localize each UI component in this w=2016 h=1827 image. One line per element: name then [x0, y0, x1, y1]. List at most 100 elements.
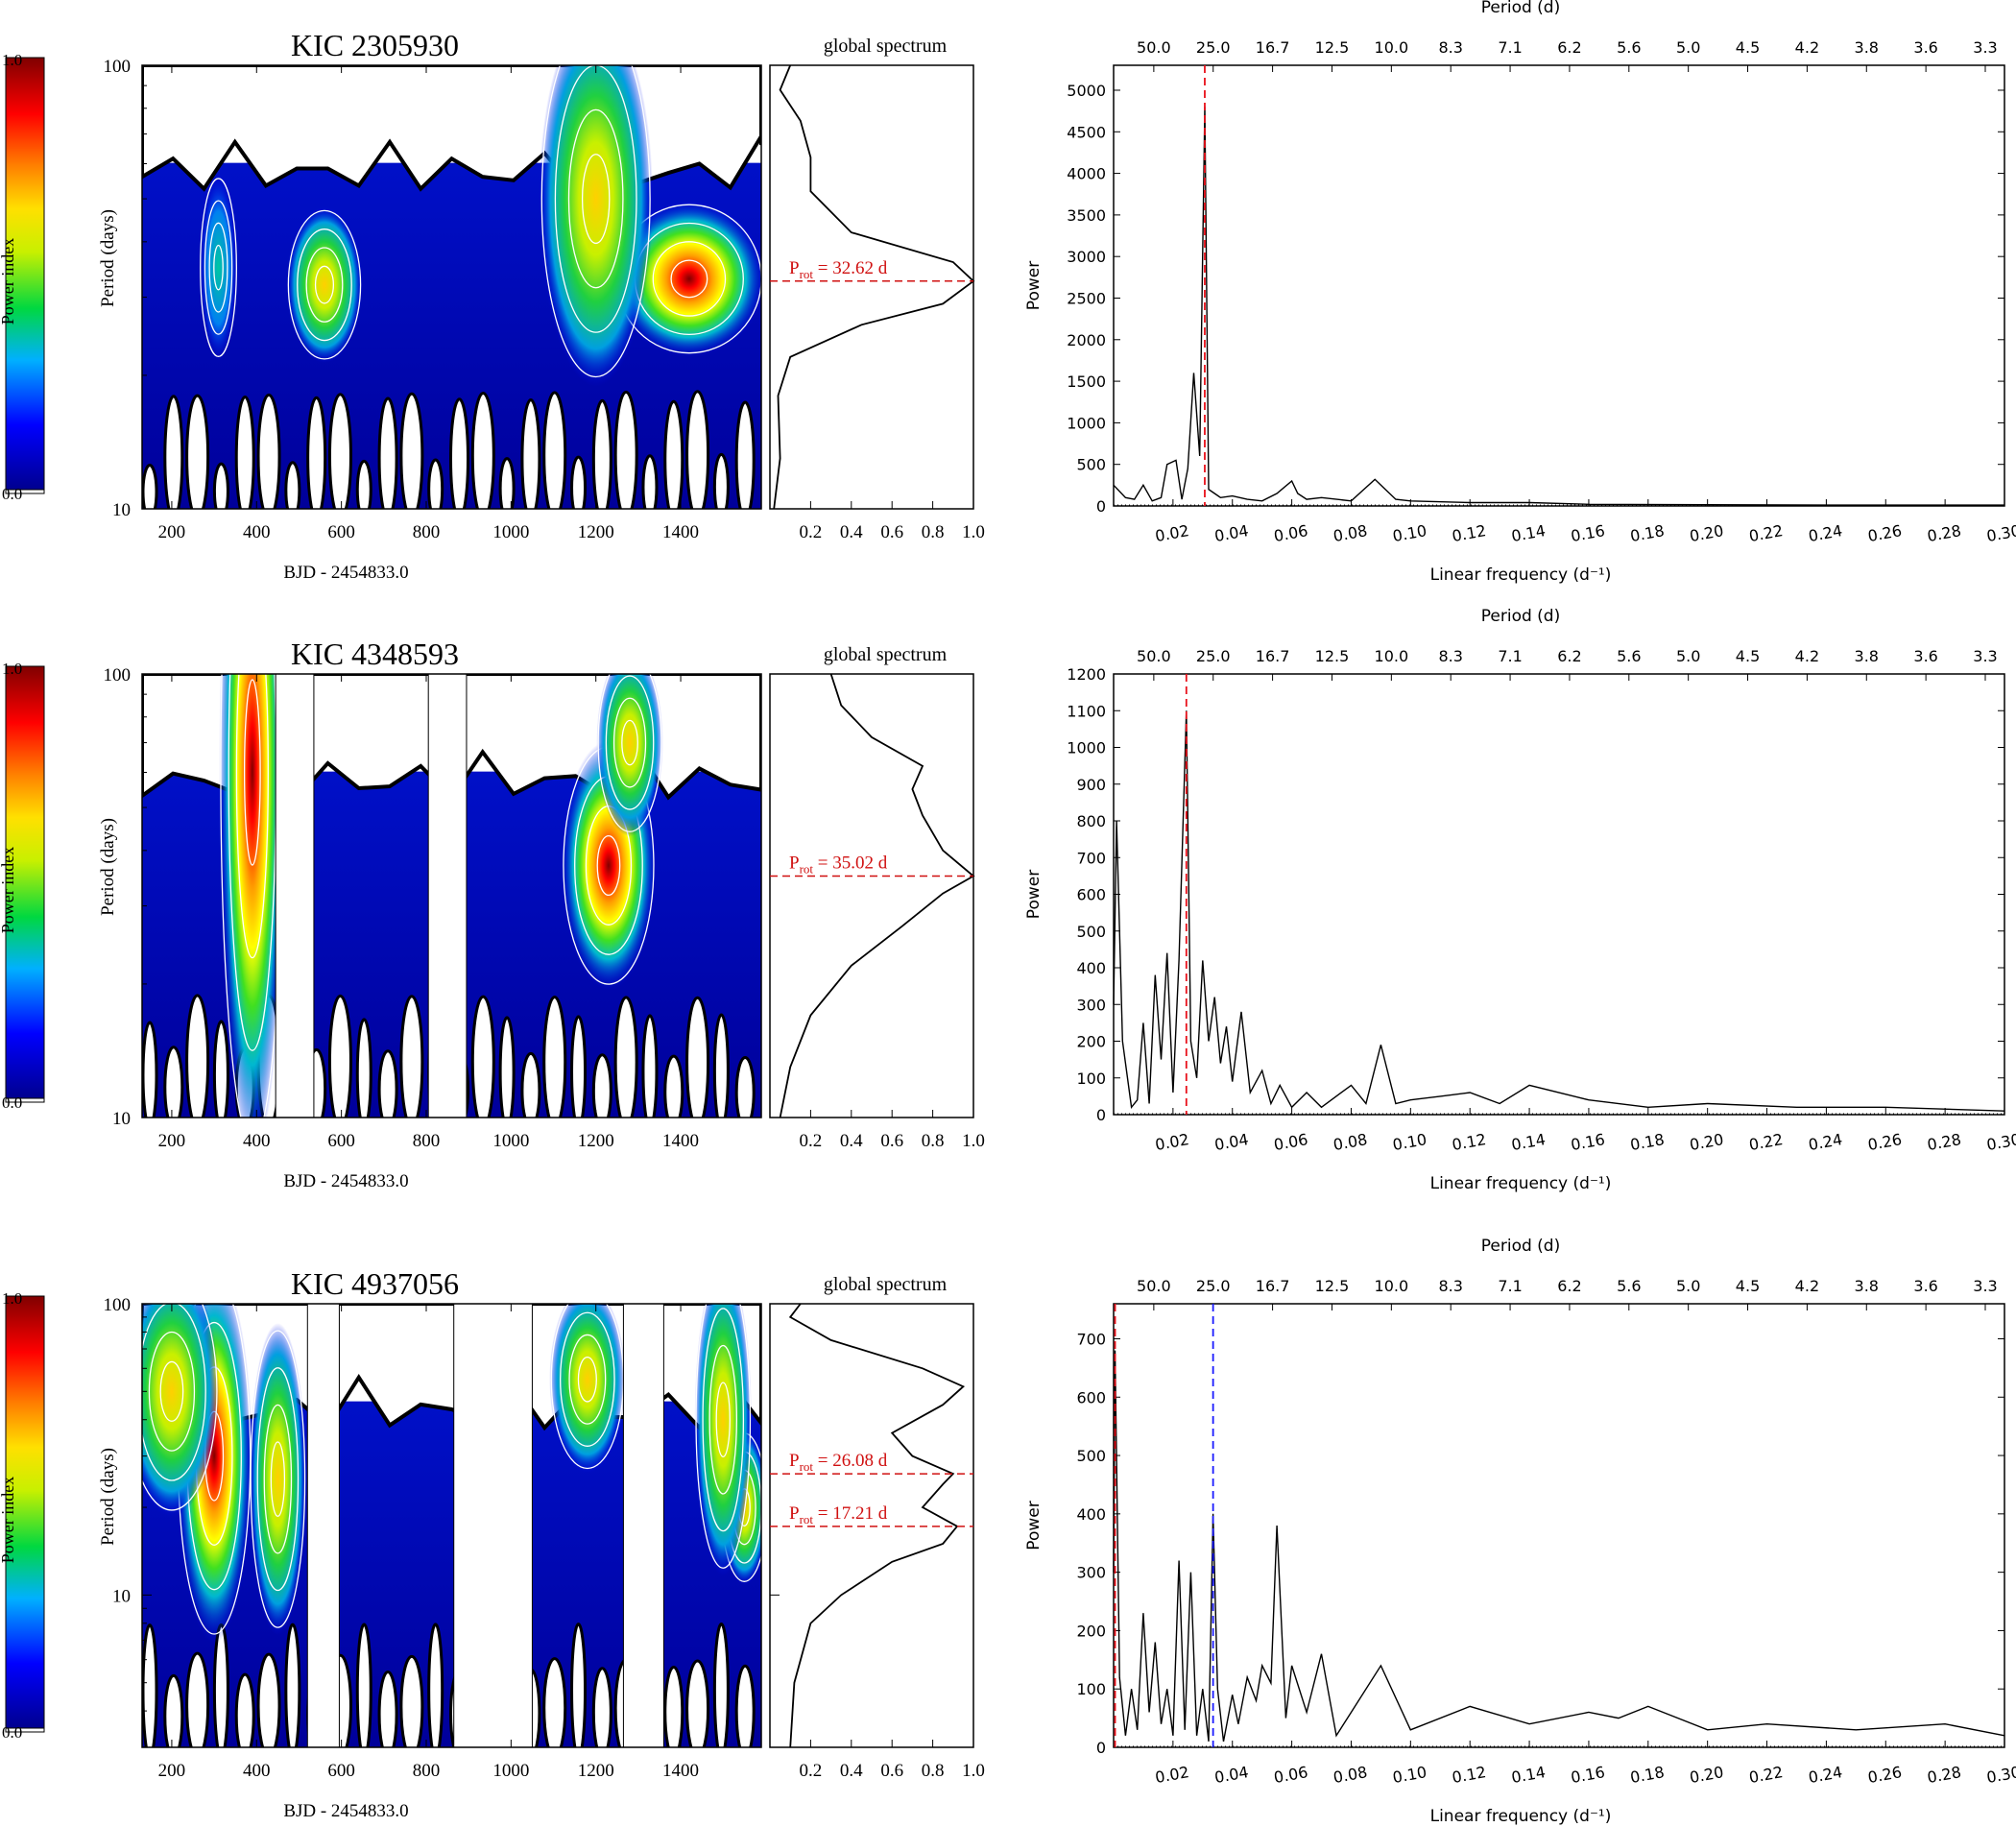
y-tick-label: 100: [104, 665, 132, 685]
insignificant-spike: [542, 391, 567, 509]
y-tick-label: 1000: [1067, 739, 1106, 757]
gs-x-tick-label: 1.0: [962, 1131, 985, 1151]
x-tick-label: 1400: [662, 522, 699, 542]
x-axis-label: Linear frequency (d⁻¹): [1430, 1807, 1612, 1826]
top-tick-label: 12.5: [1315, 647, 1350, 665]
gs-x-tick-label: 0.4: [840, 1761, 863, 1781]
insignificant-spike: [163, 1673, 184, 1747]
power-contour: [204, 200, 233, 335]
top-tick-label: 4.5: [1736, 647, 1760, 665]
insignificant-spike: [712, 452, 730, 509]
insignificant-spike: [399, 1654, 424, 1747]
x-tick-label: 0.28: [1926, 521, 1962, 545]
y-tick-label: 500: [1076, 1447, 1106, 1465]
power-contour: [605, 675, 655, 810]
top-tick-label: 16.7: [1256, 38, 1290, 57]
x-tick-label: 0.12: [1451, 1130, 1487, 1154]
y-tick-label: 600: [1076, 886, 1106, 904]
x-tick-label: 1200: [578, 1131, 614, 1151]
power-contour: [243, 679, 261, 866]
x-tick-label: 0.02: [1154, 1130, 1190, 1154]
top-tick-label: 4.2: [1795, 1277, 1819, 1295]
colorbar: [5, 1295, 45, 1729]
power-contour: [270, 1441, 286, 1517]
x-tick-label: 0.06: [1272, 1130, 1308, 1154]
top-tick-label: 8.3: [1438, 38, 1462, 57]
data-gap: [275, 674, 315, 1118]
top-tick-label: 5.0: [1676, 38, 1700, 57]
y-tick-label: 1200: [1067, 665, 1106, 684]
insignificant-spike: [256, 1652, 281, 1747]
insignificant-spike: [185, 394, 210, 509]
insignificant-spike: [498, 457, 516, 509]
y-tick-label: 3500: [1067, 206, 1106, 225]
x-tick-label: 0.30: [1985, 1763, 2016, 1787]
insignificant-spike: [377, 1049, 398, 1118]
insignificant-spike: [520, 398, 541, 509]
x-tick-label: 1400: [662, 1761, 699, 1781]
periodogram-row: Period (d) 50.0 25.0 16.7 12.5 10.0 8.3 7.1 6.2 5…: [1024, 1237, 2016, 1826]
power-blob: [694, 1304, 752, 1576]
y-tick-label: 10: [112, 1109, 131, 1129]
x-tick-label: 0.22: [1747, 1130, 1784, 1154]
insignificant-spike: [142, 464, 158, 509]
top-tick-label: 8.3: [1438, 1277, 1462, 1295]
gs-x-tick-label: 0.6: [880, 1761, 903, 1781]
gs-x-tick-label: 0.6: [880, 522, 903, 542]
y-axis-label: Period (days): [98, 1448, 118, 1546]
wavelet-title: KIC 4348593: [291, 637, 459, 671]
y-axis-label: Power: [1024, 261, 1044, 310]
insignificant-spike: [399, 995, 424, 1118]
y-tick-label: 1000: [1067, 414, 1106, 432]
top-tick-label: 5.0: [1676, 1277, 1700, 1295]
y-tick-label: 100: [1076, 1680, 1106, 1698]
x-axis-label: Linear frequency (d⁻¹): [1430, 565, 1612, 585]
x-tick-label: 0.20: [1689, 1130, 1725, 1154]
colorbar-top-label: 1.0: [2, 660, 22, 678]
gs-x-tick-label: 0.2: [800, 522, 823, 542]
data-gap: [622, 1304, 664, 1747]
top-tick-label: 7.1: [1498, 1277, 1522, 1295]
x-tick-label: 200: [158, 1761, 186, 1781]
top-tick-label: 12.5: [1315, 38, 1350, 57]
y-axis-label: Period (days): [98, 818, 118, 916]
top-tick-label: 10.0: [1375, 1277, 1409, 1295]
x-tick-label: 0.08: [1332, 521, 1368, 545]
periodogram-row: Period (d) 50.0 25.0 16.7 12.5 10.0 8.3 7.1 6.2 5…: [1024, 607, 2016, 1193]
colorbar-bottom-cap: [5, 489, 45, 494]
x-tick-label: 0.30: [1985, 521, 2016, 545]
x-tick-label: 1200: [578, 1761, 614, 1781]
x-tick-label: 0.10: [1391, 1763, 1428, 1787]
x-tick-label: 0.24: [1807, 1130, 1843, 1154]
power-contour: [612, 697, 647, 788]
top-tick-label: 4.2: [1795, 647, 1819, 665]
x-tick-label: 0.26: [1866, 521, 1903, 545]
y-tick-label: 10: [112, 1586, 131, 1606]
x-tick-label: 600: [327, 1131, 355, 1151]
insignificant-spike: [399, 392, 424, 509]
insignificant-spike: [427, 1623, 444, 1747]
top-tick-label: 10.0: [1375, 647, 1409, 665]
top-tick-label: 4.5: [1736, 38, 1760, 57]
power-contour: [297, 228, 352, 342]
x-tick-label: 0.04: [1213, 1130, 1250, 1154]
x-tick-label: 0.14: [1510, 1763, 1547, 1787]
x-tick-label: 0.24: [1807, 1763, 1843, 1787]
power-contour: [287, 209, 362, 360]
insignificant-spike: [355, 459, 372, 509]
wavelet-frame: [141, 673, 762, 1118]
top-tick-label: 5.0: [1676, 647, 1700, 665]
power-contour: [708, 1344, 737, 1495]
x-tick-label: 400: [243, 522, 271, 542]
y-tick-label: 4000: [1067, 165, 1106, 183]
top-tick-label: 3.6: [1913, 1277, 1937, 1295]
power-contour: [540, 65, 651, 378]
x-tick-label: 0.16: [1570, 521, 1606, 545]
insignificant-spike: [284, 1623, 301, 1747]
insignificant-spike: [163, 395, 184, 509]
x-tick-label: 0.18: [1629, 521, 1666, 545]
insignificant-spike: [641, 1014, 659, 1118]
y-axis-label: Period (days): [98, 209, 118, 307]
insignificant-spike: [712, 1622, 730, 1747]
insignificant-spike: [570, 455, 588, 509]
